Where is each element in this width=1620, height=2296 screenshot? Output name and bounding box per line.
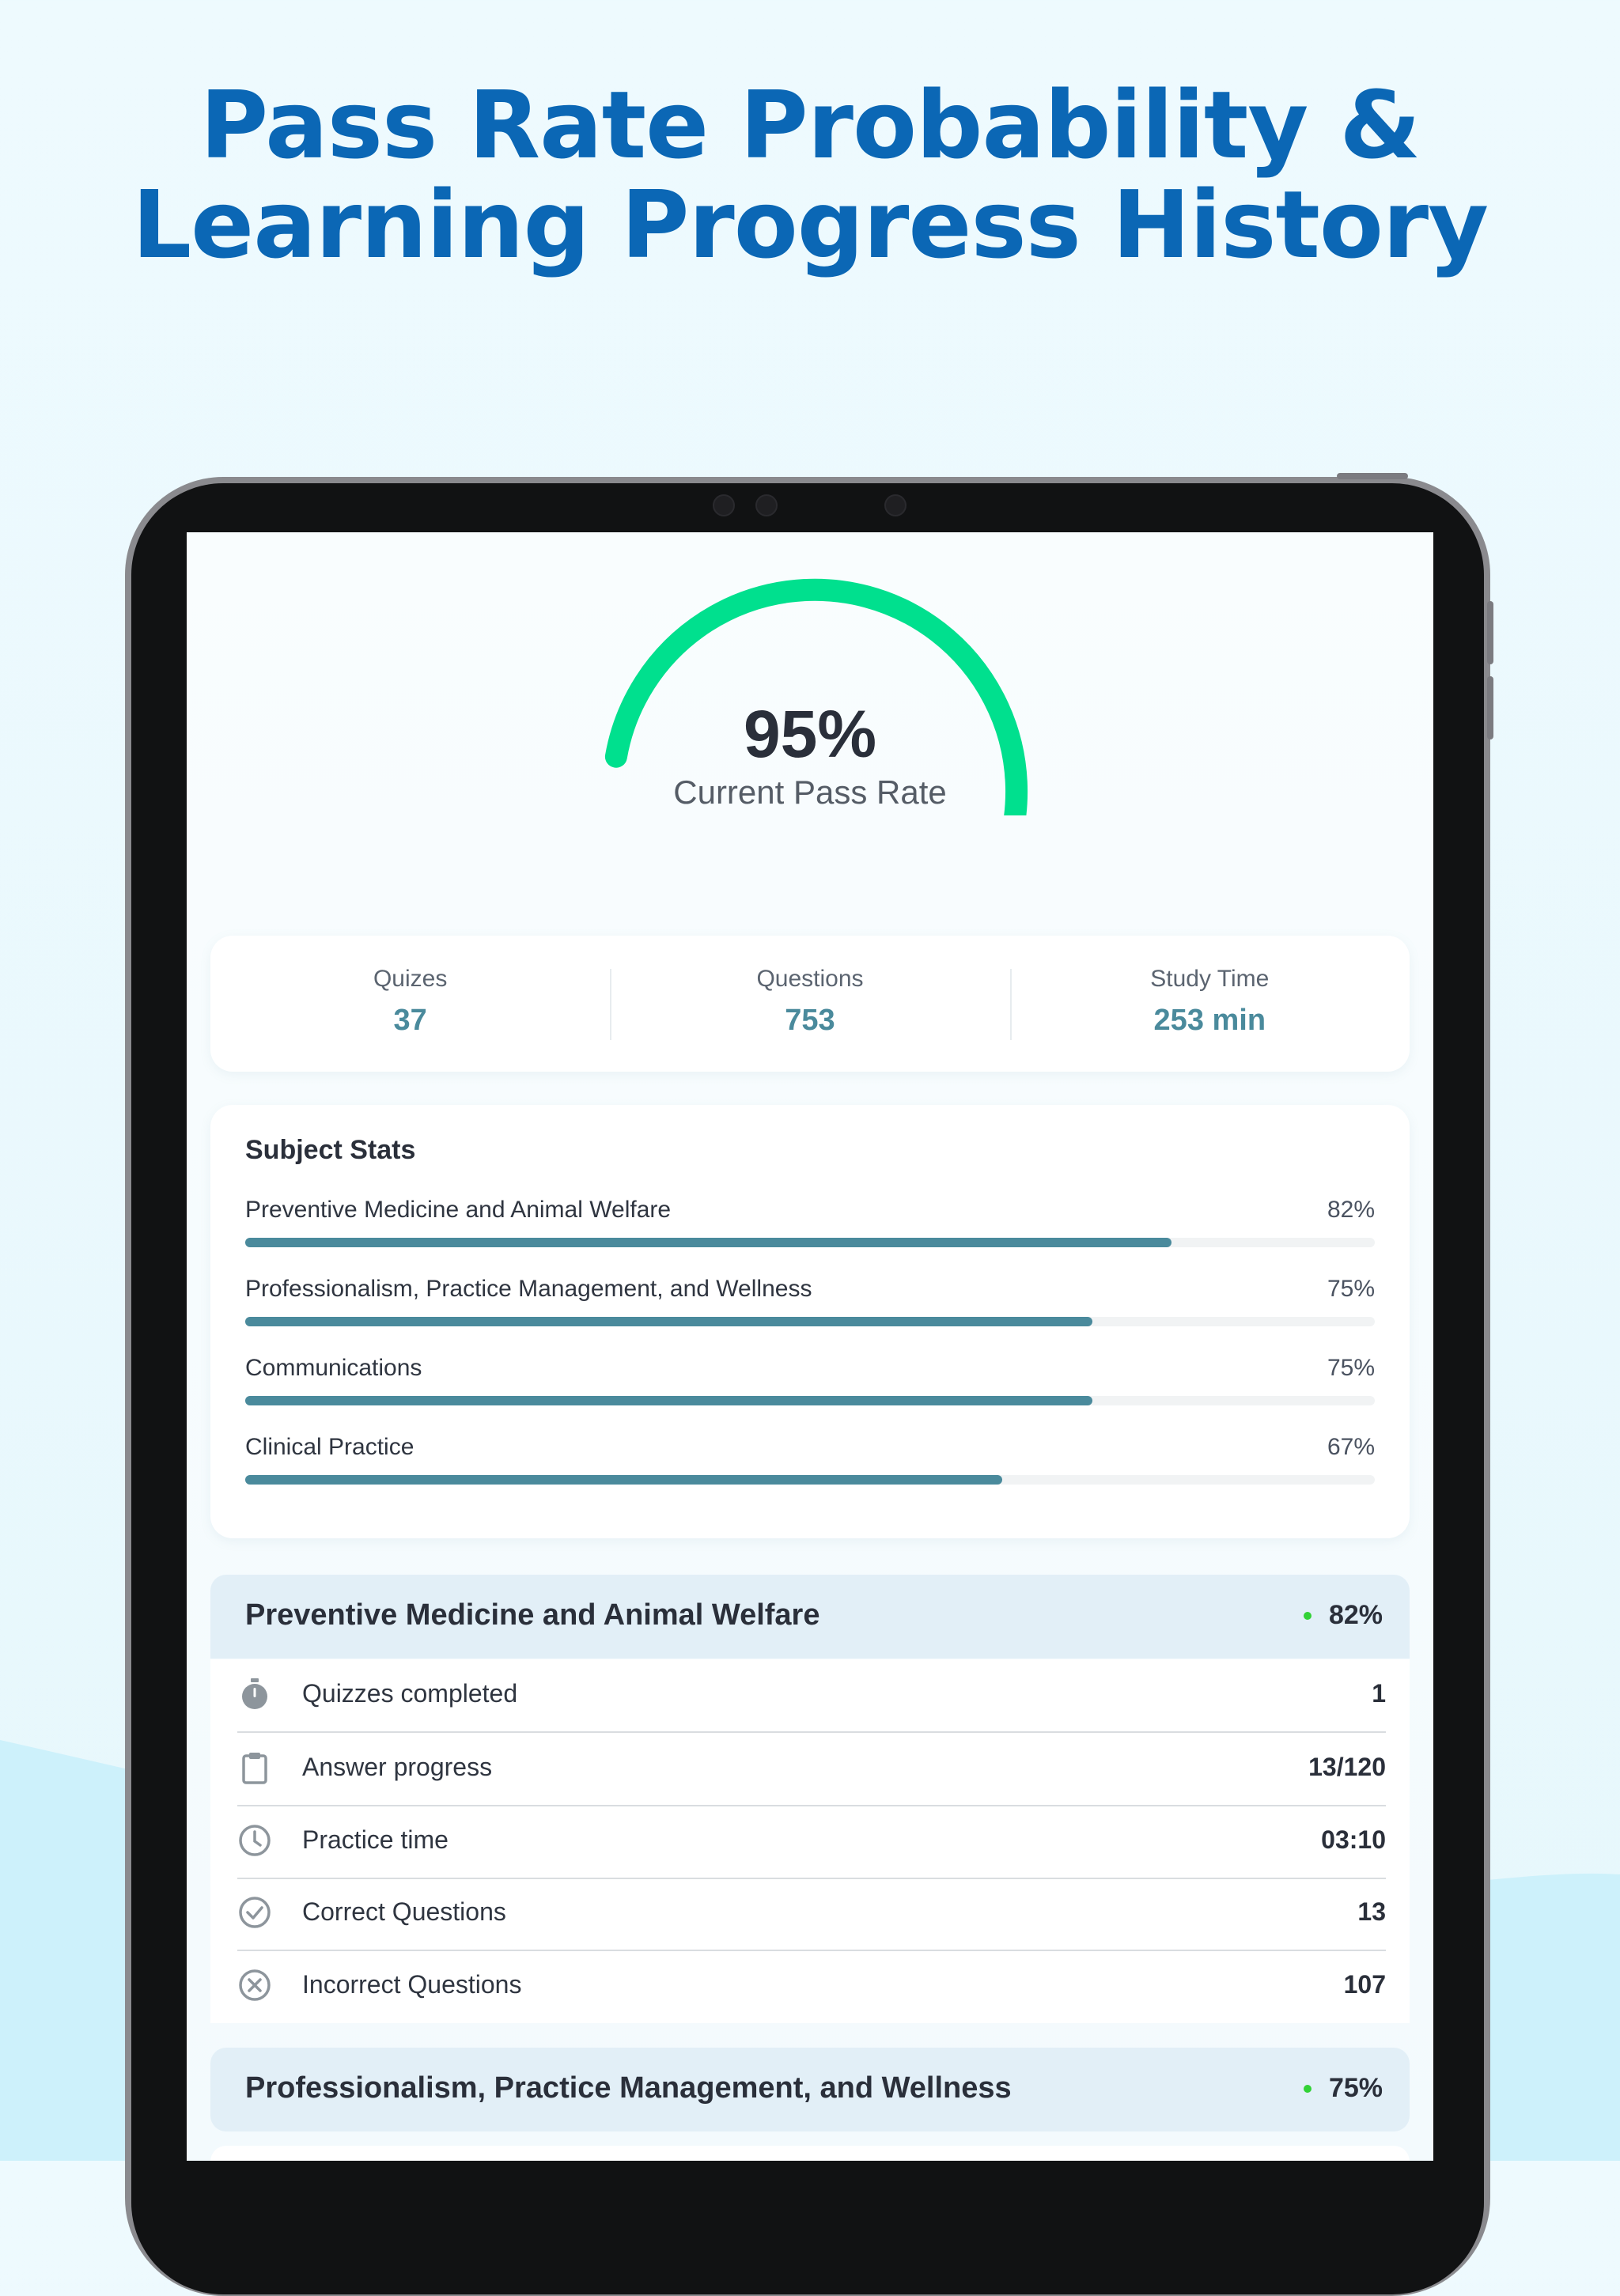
- subject-stat-percent: 75%: [1327, 1355, 1375, 1381]
- subject-stat-name: Professionalism, Practice Management, an…: [245, 1276, 812, 1302]
- detail-value: 13: [1357, 1897, 1386, 1926]
- subject-stat-name: Communications: [245, 1355, 422, 1381]
- subject-stat-fill: [245, 1396, 1092, 1405]
- tablet-volume-down-button: [1487, 676, 1493, 739]
- detail-label: Incorrect Questions: [302, 1970, 522, 1999]
- subject-section-percent: 75%: [1328, 2073, 1383, 2103]
- page-headline: Pass Rate Probability & Learning Progres…: [0, 75, 1620, 274]
- subject-stat-track: [245, 1396, 1375, 1405]
- detail-row-incorrect-questions: Incorrect Questions 107: [237, 1950, 1386, 2022]
- detail-value: 13/120: [1308, 1753, 1386, 1781]
- summary-label: Quizes: [373, 966, 448, 992]
- camera-dot: [713, 494, 735, 516]
- app-screen: 95% Current Pass Rate Quizes 37 Question…: [187, 532, 1433, 2161]
- subject-stat-row[interactable]: Clinical Practice 67%: [245, 1434, 1375, 1489]
- subject-stats-title: Subject Stats: [245, 1135, 416, 1165]
- subject-stat-track: [245, 1475, 1375, 1485]
- detail-row-practice-time: Practice time 03:10: [237, 1806, 1386, 1879]
- detail-value: 03:10: [1321, 1825, 1386, 1854]
- subject-stat-row[interactable]: Preventive Medicine and Animal Welfare 8…: [245, 1197, 1375, 1252]
- summary-study-time: Study Time 253 min: [1009, 936, 1410, 1072]
- gauge-arc: [604, 578, 1028, 815]
- summary-quizzes: Quizes 37: [210, 936, 610, 1072]
- summary-label: Study Time: [1150, 966, 1270, 992]
- detail-value: 107: [1343, 1970, 1386, 1999]
- subject-stat-percent: 82%: [1327, 1197, 1375, 1223]
- subject-stat-name: Preventive Medicine and Animal Welfare: [245, 1197, 672, 1223]
- subject-stat-track: [245, 1238, 1375, 1247]
- detail-row-correct-questions: Correct Questions 13: [237, 1878, 1386, 1951]
- subject-section-title: Preventive Medicine and Animal Welfare: [245, 1598, 820, 1632]
- summary-value: 37: [393, 1004, 427, 1037]
- subject-section-percent: 82%: [1328, 1600, 1383, 1630]
- detail-row-answer-progress: Answer progress 13/120: [237, 1733, 1386, 1806]
- subject-detail-list: Quizzes completed 1 Answer progress 13/1…: [210, 1659, 1410, 2023]
- headline-line-1: Pass Rate Probability &: [199, 70, 1421, 180]
- subject-stat-fill: [245, 1317, 1092, 1326]
- subject-stat-percent: 75%: [1327, 1276, 1375, 1302]
- detail-row-quizzes-completed: Quizzes completed 1: [237, 1659, 1386, 1733]
- tablet-top-button: [1337, 473, 1408, 479]
- clock-icon: [239, 1825, 271, 1856]
- next-card-peek: [210, 2146, 1410, 2161]
- pass-rate-value: 95%: [743, 697, 877, 771]
- detail-value: 1: [1372, 1679, 1386, 1708]
- subject-stat-row[interactable]: Communications 75%: [245, 1355, 1375, 1410]
- subject-section-title: Professionalism, Practice Management, an…: [245, 2071, 1012, 2105]
- subject-stat-row[interactable]: Professionalism, Practice Management, an…: [245, 1276, 1375, 1331]
- summary-questions: Questions 753: [610, 936, 1009, 1072]
- pass-rate-label: Current Pass Rate: [673, 774, 947, 811]
- tablet-volume-up-button: [1487, 601, 1493, 664]
- clipboard-icon: [242, 1753, 267, 1784]
- pass-rate-gauge: [604, 578, 1028, 815]
- check-circle-icon: [239, 1897, 271, 1928]
- camera-sensor: [884, 494, 907, 516]
- status-dot-icon: [1303, 2084, 1312, 2093]
- subject-section-header[interactable]: Professionalism, Practice Management, an…: [210, 2048, 1410, 2131]
- subject-stats-card: Subject Stats Preventive Medicine and An…: [210, 1105, 1410, 1538]
- summary-label: Questions: [756, 966, 864, 992]
- subject-stat-percent: 67%: [1327, 1434, 1375, 1460]
- detail-label: Correct Questions: [302, 1897, 506, 1926]
- subject-stat-fill: [245, 1238, 1171, 1247]
- camera-lens: [755, 494, 778, 516]
- subject-section-score: 75%: [1303, 2073, 1383, 2104]
- summary-value: 753: [785, 1004, 835, 1037]
- stopwatch-icon: [242, 1678, 267, 1709]
- subject-section-score: 82%: [1303, 1600, 1383, 1631]
- subject-stat-fill: [245, 1475, 1002, 1485]
- subject-stat-track: [245, 1317, 1375, 1326]
- detail-label: Answer progress: [302, 1753, 493, 1781]
- summary-value: 253 min: [1153, 1004, 1266, 1037]
- status-dot-icon: [1303, 1611, 1312, 1620]
- subject-section-header[interactable]: Preventive Medicine and Animal Welfare 8…: [210, 1575, 1410, 1659]
- x-circle-icon: [239, 1969, 271, 2001]
- headline-line-2: Learning Progress History: [131, 170, 1489, 279]
- detail-label: Quizzes completed: [302, 1679, 518, 1708]
- summary-card: Quizes 37 Questions 753 Study Time 253 m…: [210, 936, 1410, 1072]
- detail-label: Practice time: [302, 1825, 449, 1854]
- subject-stat-name: Clinical Practice: [245, 1434, 414, 1460]
